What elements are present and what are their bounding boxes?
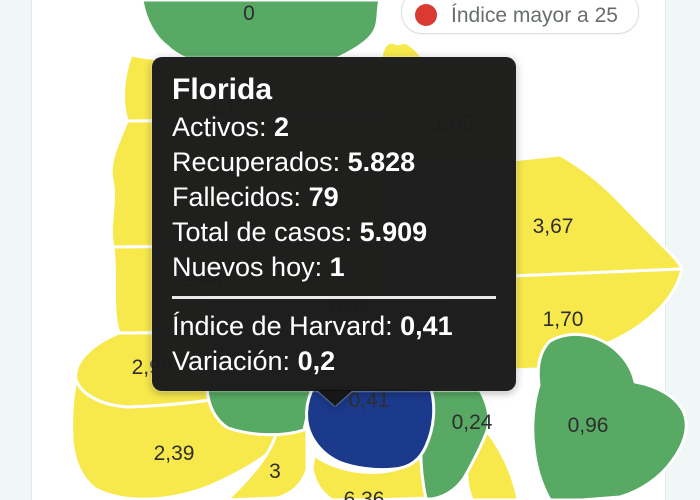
tooltip-indices: Índice de Harvard: 0,41 Variación: 0,2 xyxy=(172,309,496,379)
index-value: 0,41 xyxy=(400,311,453,341)
region-value-label: 0 xyxy=(243,2,255,25)
region-value-label: 3,67 xyxy=(533,215,574,238)
stat-row: Total de casos: 5.909 xyxy=(172,215,496,250)
region-value-label: 3 xyxy=(269,460,281,483)
stat-label: Total de casos: xyxy=(172,217,360,247)
index-row: Variación: 0,2 xyxy=(172,344,496,379)
stat-row: Nuevos hoy: 1 xyxy=(172,250,496,285)
florida-tooltip: Florida Activos: 2 Recuperados: 5.828 Fall… xyxy=(152,57,516,406)
stat-value: 79 xyxy=(308,182,339,212)
stat-row: Activos: 2 xyxy=(172,110,496,145)
tooltip-title: Florida xyxy=(172,73,273,106)
stat-row: Recuperados: 5.828 xyxy=(172,145,496,180)
index-label: Índice de Harvard: xyxy=(172,311,401,341)
stat-label: Nuevos hoy: xyxy=(172,252,330,282)
region-value-label: 1,70 xyxy=(543,308,584,331)
red-dot-icon xyxy=(415,4,437,26)
region-region-096[interactable] xyxy=(531,333,688,500)
legend-label: Índice mayor a 25 xyxy=(451,3,618,27)
region-value-label: 0,41 xyxy=(349,389,390,412)
tooltip-stats: Activos: 2 Recuperados: 5.828 Fallecidos: … xyxy=(172,110,496,285)
stat-value: 5.909 xyxy=(359,217,428,247)
index-row: Índice de Harvard: 0,41 xyxy=(172,309,496,344)
region-value-label: 0,96 xyxy=(568,414,609,437)
stat-label: Activos: xyxy=(172,112,275,142)
stat-value: 5.828 xyxy=(347,147,416,177)
stat-label: Fallecidos: xyxy=(172,182,309,212)
tooltip-divider xyxy=(172,296,496,299)
stat-row: Fallecidos: 79 xyxy=(172,180,496,215)
index-label: Variación: xyxy=(172,346,298,376)
region-cerro-largo[interactable] xyxy=(510,153,684,278)
region-value-label: 6,36 xyxy=(344,488,385,500)
stat-value: 1 xyxy=(329,252,345,282)
region-value-label: 2,39 xyxy=(154,442,195,465)
index-value: 0,2 xyxy=(297,346,336,376)
stat-value: 2 xyxy=(274,112,290,142)
region-value-label: 0,24 xyxy=(452,411,493,434)
legend-pill[interactable]: Índice mayor a 25 xyxy=(401,0,639,34)
stat-label: Recuperados: xyxy=(172,147,348,177)
